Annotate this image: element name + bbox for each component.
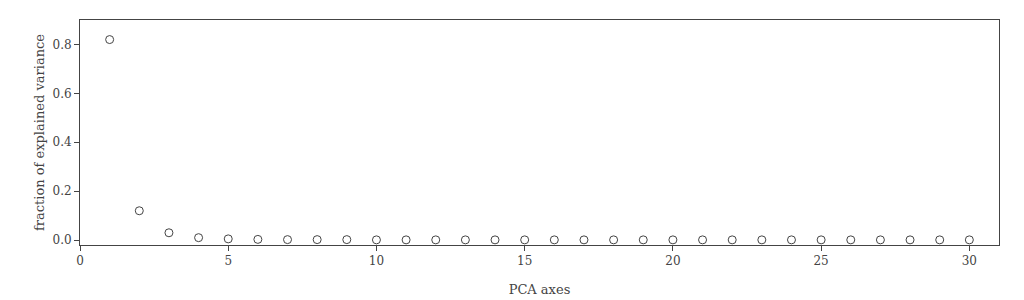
svg-text:0.2: 0.2 [53, 184, 72, 198]
svg-text:0.6: 0.6 [53, 87, 72, 101]
svg-text:10: 10 [369, 254, 384, 268]
svg-text:20: 20 [665, 254, 680, 268]
svg-text:15: 15 [517, 254, 532, 268]
svg-text:PCA axes: PCA axes [509, 282, 571, 297]
svg-text:0.4: 0.4 [53, 135, 72, 149]
svg-text:0.0: 0.0 [53, 233, 72, 247]
svg-text:5: 5 [224, 254, 232, 268]
svg-text:fraction of explained variance: fraction of explained variance [32, 34, 47, 231]
svg-text:30: 30 [962, 254, 977, 268]
svg-text:0: 0 [76, 254, 84, 268]
svg-text:25: 25 [813, 254, 828, 268]
svg-text:0.8: 0.8 [53, 38, 72, 52]
